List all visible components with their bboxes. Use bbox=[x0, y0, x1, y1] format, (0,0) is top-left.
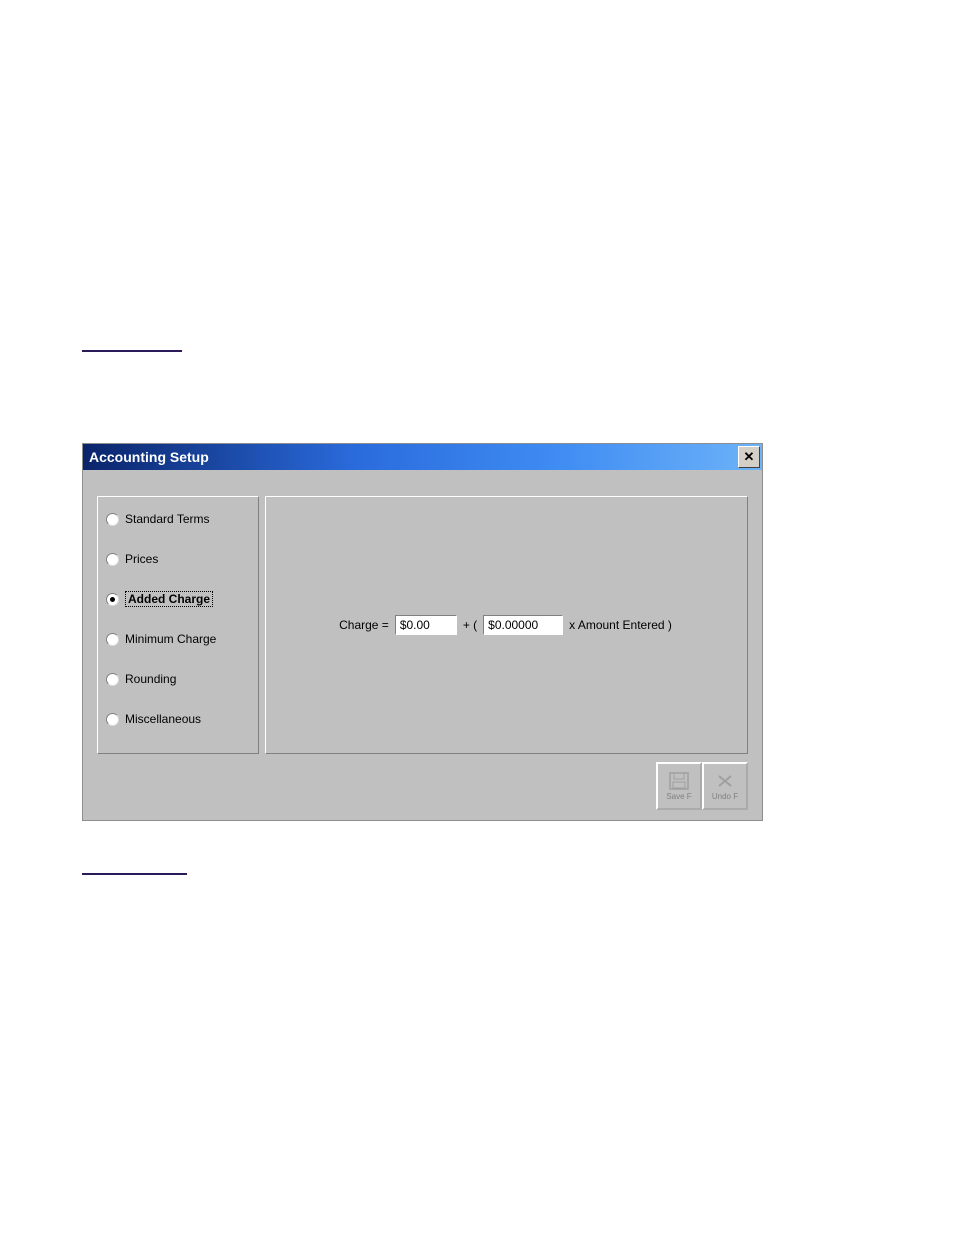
radio-icon bbox=[106, 553, 119, 566]
radio-added-charge[interactable]: Added Charge bbox=[106, 589, 248, 609]
footer-buttons: Save F Undo F bbox=[97, 762, 748, 810]
radio-standard-terms[interactable]: Standard Terms bbox=[106, 509, 248, 529]
radio-label: Minimum Charge bbox=[125, 632, 216, 646]
titlebar: Accounting Setup ✕ bbox=[83, 444, 762, 470]
options-panel: Standard Terms Prices Added Charge bbox=[97, 496, 259, 754]
radio-label: Rounding bbox=[125, 672, 176, 686]
close-icon: ✕ bbox=[744, 449, 755, 465]
charge-multiplier-input[interactable] bbox=[483, 615, 563, 635]
save-label: Save F bbox=[666, 792, 691, 801]
radio-prices[interactable]: Prices bbox=[106, 549, 248, 569]
radio-icon bbox=[106, 513, 119, 526]
radio-icon bbox=[106, 673, 119, 686]
radio-rounding[interactable]: Rounding bbox=[106, 669, 248, 689]
accounting-setup-window: Accounting Setup ✕ Standard Terms Prices bbox=[82, 443, 763, 821]
charge-formula: Charge = + ( x Amount Entered ) bbox=[339, 615, 672, 635]
radio-label: Prices bbox=[125, 552, 158, 566]
save-icon bbox=[668, 771, 690, 791]
radio-icon bbox=[106, 593, 119, 606]
radio-icon bbox=[106, 633, 119, 646]
charge-base-input[interactable] bbox=[395, 615, 457, 635]
window-title: Accounting Setup bbox=[89, 449, 209, 465]
underline-decoration bbox=[82, 873, 187, 875]
content-panel: Charge = + ( x Amount Entered ) bbox=[265, 496, 748, 754]
radio-minimum-charge[interactable]: Minimum Charge bbox=[106, 629, 248, 649]
panels-row: Standard Terms Prices Added Charge bbox=[97, 496, 748, 754]
radio-label: Miscellaneous bbox=[125, 712, 201, 726]
save-button[interactable]: Save F bbox=[656, 762, 702, 810]
undo-icon bbox=[714, 771, 736, 791]
window-body: Standard Terms Prices Added Charge bbox=[83, 470, 762, 820]
radio-miscellaneous[interactable]: Miscellaneous bbox=[106, 709, 248, 729]
radio-label: Standard Terms bbox=[125, 512, 210, 526]
undo-label: Undo F bbox=[712, 792, 738, 801]
underline-decoration bbox=[82, 350, 182, 352]
radio-label: Added Charge bbox=[125, 591, 213, 607]
formula-tail-text: x Amount Entered ) bbox=[569, 618, 672, 632]
page: Accounting Setup ✕ Standard Terms Prices bbox=[0, 0, 954, 1235]
close-button[interactable]: ✕ bbox=[738, 446, 760, 468]
charge-label: Charge = bbox=[339, 618, 389, 632]
radio-icon bbox=[106, 713, 119, 726]
undo-button[interactable]: Undo F bbox=[702, 762, 748, 810]
plus-paren-text: + ( bbox=[463, 618, 477, 632]
